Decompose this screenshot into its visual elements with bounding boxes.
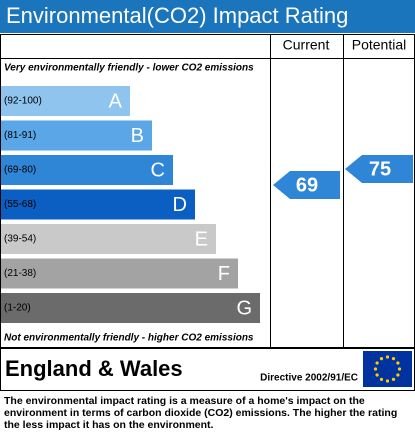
band-bar <box>1 224 216 254</box>
region: England & Wales <box>5 356 183 381</box>
band-bar <box>1 189 195 220</box>
eu-stars <box>373 355 402 383</box>
star <box>385 379 390 383</box>
star <box>373 367 378 371</box>
band-letter: F <box>218 263 230 285</box>
star <box>375 373 379 377</box>
top-note: Very environmentally friendly - lower CO… <box>4 63 254 74</box>
potential-arrow <box>345 155 413 183</box>
star <box>397 367 402 371</box>
star <box>379 377 384 381</box>
column-header: Current <box>283 37 330 53</box>
band-range: (21-38) <box>4 268 36 279</box>
band-bar <box>1 86 130 116</box>
star <box>375 361 379 365</box>
band-letter: C <box>151 159 165 181</box>
bottom-note: Not environmentally friendly - higher CO… <box>4 333 254 344</box>
band-range: (55-68) <box>4 199 36 210</box>
star <box>379 357 384 361</box>
band-bar <box>1 258 238 289</box>
band-letter: B <box>131 125 144 147</box>
band-letter: G <box>236 297 252 319</box>
band-range: (39-54) <box>4 234 36 245</box>
band-letter: E <box>195 228 208 250</box>
current-arrow <box>273 171 340 199</box>
star <box>385 355 390 359</box>
band-bar <box>1 293 260 323</box>
band-bar <box>1 120 152 151</box>
bands: (92-100) A (81-91) B (69-80) C (55-68) D (39-54)… <box>1 86 260 323</box>
current-value: 69 <box>296 174 318 196</box>
band-range: (69-80) <box>4 165 36 176</box>
title: Environmental(CO2) Impact Rating <box>6 3 348 28</box>
star <box>391 357 396 361</box>
band-letter: A <box>109 90 123 112</box>
star <box>391 377 396 381</box>
band-letter: D <box>173 194 187 216</box>
band-bar <box>1 155 173 185</box>
column-header: Potential <box>352 37 406 53</box>
title-bar <box>0 0 415 33</box>
potential-value: 75 <box>369 158 391 180</box>
star <box>396 373 400 377</box>
band-range: (92-100) <box>4 96 42 107</box>
directive: Directive 2002/91/EC <box>260 373 358 384</box>
band-range: (1-20) <box>4 303 31 314</box>
description: The environmental impact rating is a mea… <box>4 395 398 431</box>
star <box>396 361 400 365</box>
band-range: (81-91) <box>4 130 36 141</box>
